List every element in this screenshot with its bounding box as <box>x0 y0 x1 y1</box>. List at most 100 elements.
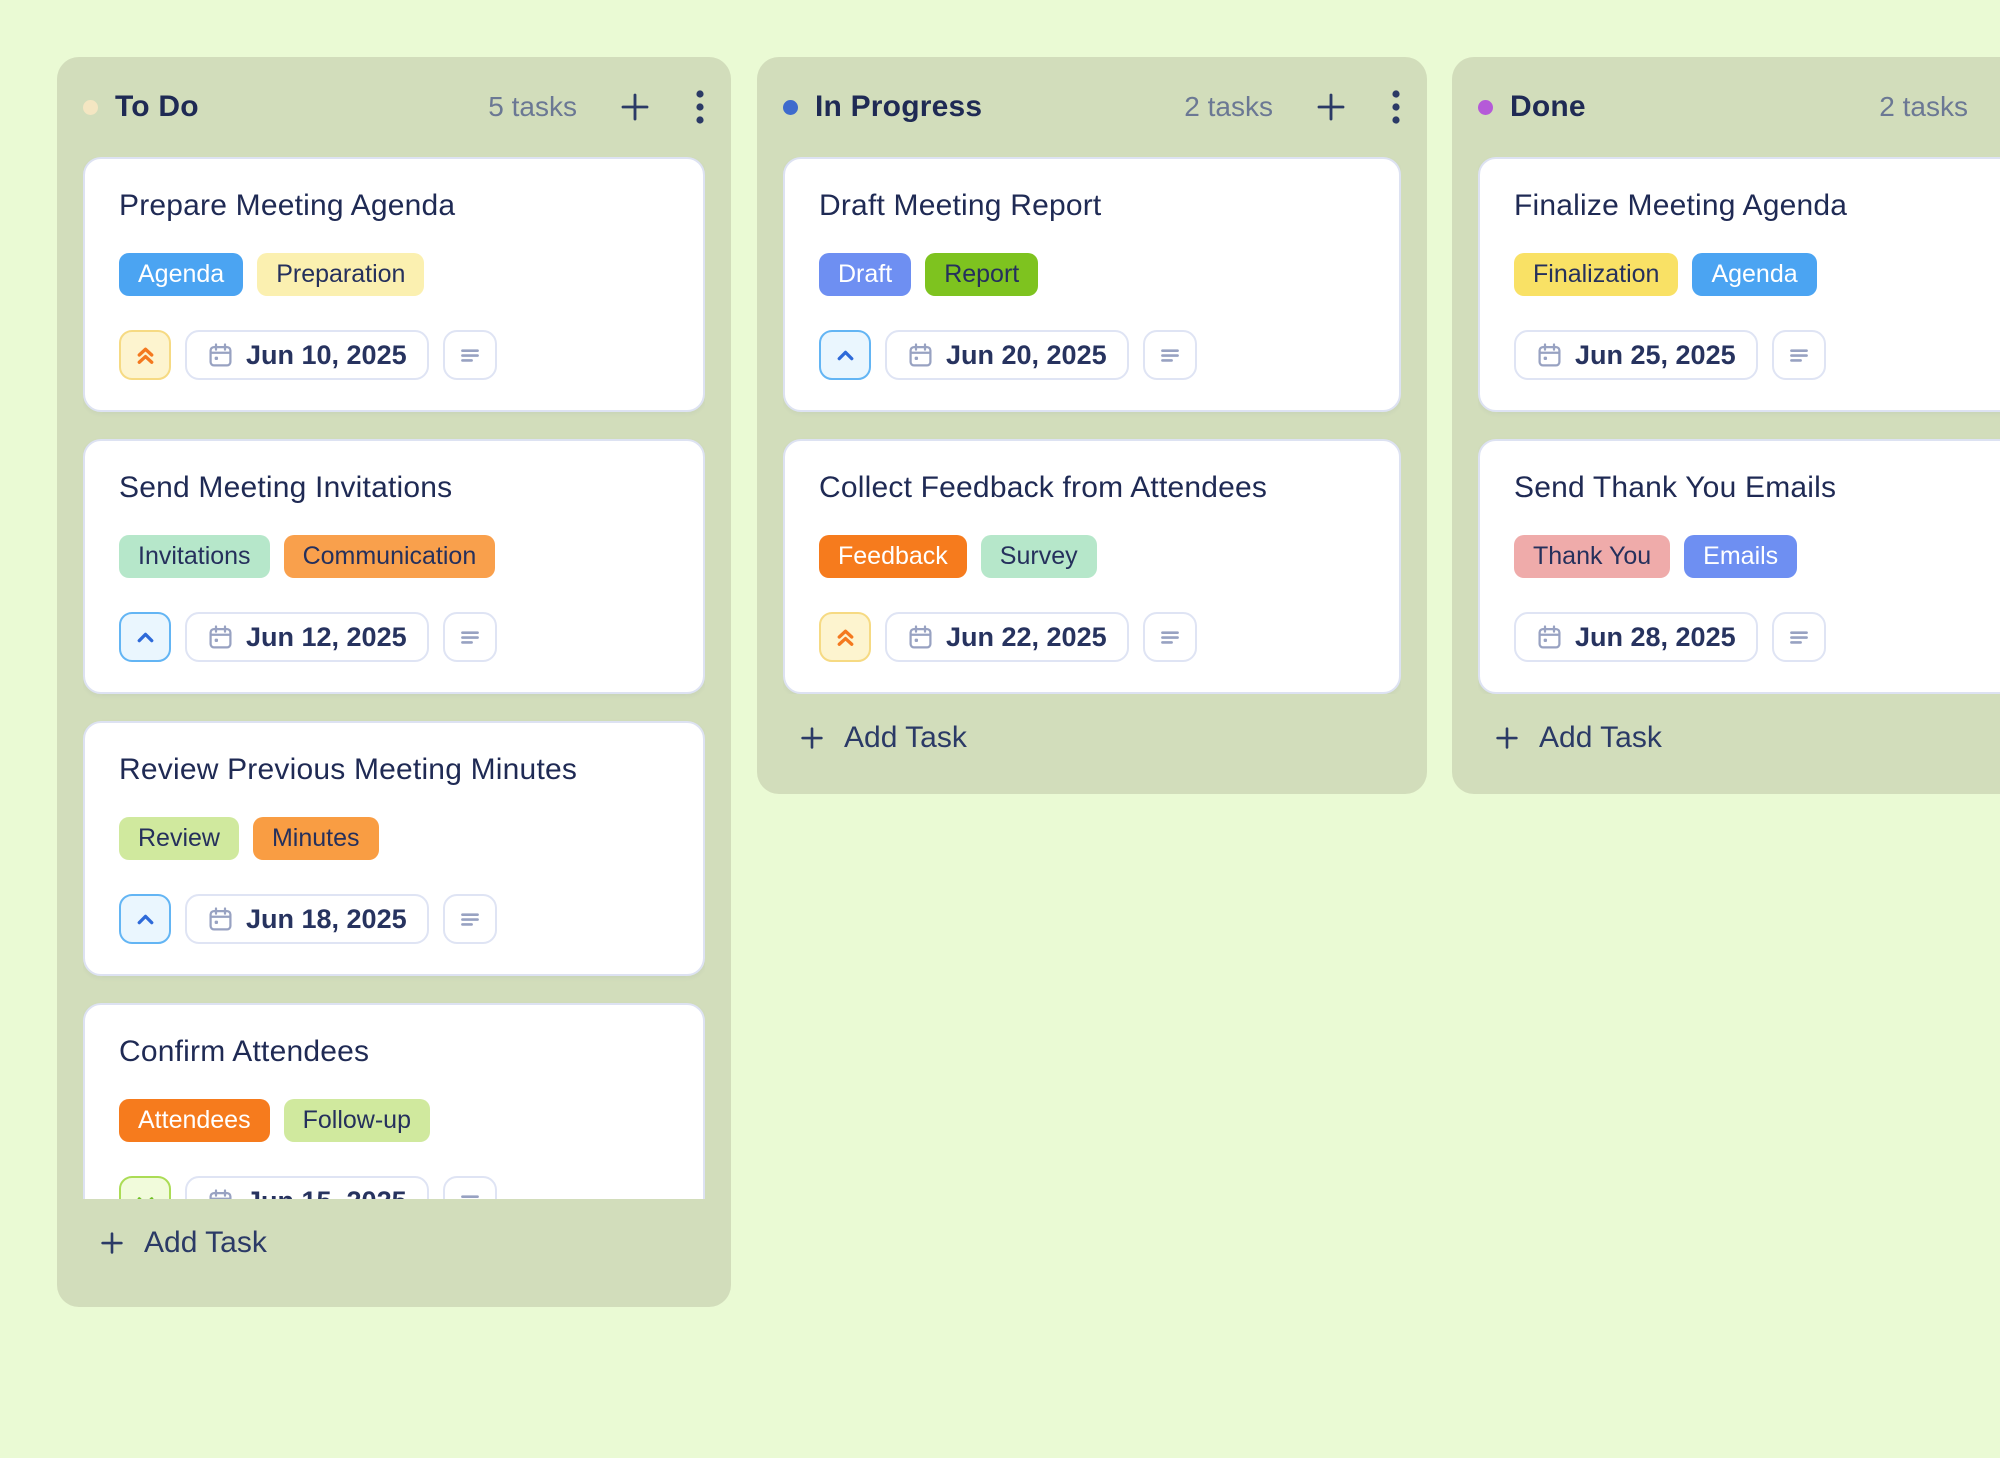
card-list: Draft Meeting Report Draft Report Jun 20… <box>783 157 1401 694</box>
task-count: 2 tasks <box>1184 91 1273 122</box>
priority-chip[interactable] <box>819 612 871 662</box>
task-card[interactable]: Review Previous Meeting Minutes Review M… <box>83 721 705 976</box>
task-card[interactable]: Prepare Meeting Agenda Agenda Preparatio… <box>83 157 705 412</box>
tag: Invitations <box>119 535 270 578</box>
due-date: Jun 22, 2025 <box>946 621 1107 652</box>
notes-icon <box>1789 349 1808 362</box>
due-date-chip[interactable]: Jun 20, 2025 <box>885 330 1129 380</box>
priority-chip[interactable] <box>119 330 171 380</box>
notes-button[interactable] <box>1771 330 1826 380</box>
task-card[interactable]: Confirm Attendees Attendees Follow-up Ju… <box>83 1003 705 1199</box>
task-title: Finalize Meeting Agenda <box>1514 189 1848 222</box>
task-title: Review Previous Meeting Minutes <box>119 753 578 786</box>
tag-list: Invitations Communication <box>119 535 669 578</box>
tag: Agenda <box>1692 253 1817 296</box>
tag-list: Attendees Follow-up <box>119 1099 669 1142</box>
task-card[interactable]: Send Meeting Invitations Invitations Com… <box>83 439 705 694</box>
notes-button[interactable] <box>442 330 497 380</box>
tag: Communication <box>283 535 496 578</box>
task-meta: Jun 22, 2025 <box>819 612 1365 662</box>
kebab-icon <box>696 90 704 124</box>
column-header: In Progress 2 tasks <box>783 57 1401 157</box>
due-date-chip[interactable]: Jun 18, 2025 <box>185 894 429 944</box>
plus-icon <box>1496 727 1518 749</box>
due-date-chip[interactable]: Jun 12, 2025 <box>185 612 429 662</box>
due-date-chip[interactable]: Jun 25, 2025 <box>1514 330 1758 380</box>
due-date-chip[interactable]: Jun 10, 2025 <box>185 330 429 380</box>
tag: Attendees <box>119 1099 270 1142</box>
calendar-icon <box>209 624 232 649</box>
task-title: Prepare Meeting Agenda <box>119 189 456 222</box>
column-add-button[interactable] <box>617 89 653 125</box>
tag: Minutes <box>252 817 379 860</box>
notes-icon <box>1160 349 1179 362</box>
notes-button[interactable] <box>442 612 497 662</box>
tag: Draft <box>819 253 912 296</box>
chevrons-up-icon <box>137 347 153 364</box>
due-date-chip[interactable]: Jun 28, 2025 <box>1514 612 1758 662</box>
notes-icon <box>460 631 479 644</box>
add-task-button[interactable]: Add Task <box>1478 720 2000 756</box>
column-menu-button[interactable] <box>1391 87 1401 127</box>
notes-button[interactable] <box>1771 612 1826 662</box>
task-count: 2 tasks <box>1879 91 1968 122</box>
calendar-icon <box>209 1188 232 1199</box>
column-header: To Do 5 tasks <box>83 57 705 157</box>
tag: Preparation <box>257 253 425 296</box>
task-card[interactable]: Send Thank You Emails Thank You Emails J… <box>1478 439 2000 694</box>
due-date: Jun 18, 2025 <box>246 903 407 934</box>
tag-list: Feedback Survey <box>819 535 1365 578</box>
plus-icon <box>621 93 649 121</box>
tag: Thank You <box>1514 535 1671 578</box>
calendar-icon <box>909 342 932 367</box>
add-task-button[interactable]: Add Task <box>783 720 1401 756</box>
tag-list: Draft Report <box>819 253 1365 296</box>
task-card[interactable]: Finalize Meeting Agenda Finalization Age… <box>1478 157 2000 412</box>
add-task-button[interactable]: Add Task <box>83 1225 705 1261</box>
column-menu-button[interactable] <box>695 87 705 127</box>
card-list: Prepare Meeting Agenda Agenda Preparatio… <box>83 157 705 1199</box>
notes-icon <box>460 913 479 926</box>
priority-chip[interactable] <box>119 1176 171 1199</box>
column-add-button[interactable] <box>1313 89 1349 125</box>
chevron-down-icon <box>137 1196 153 1199</box>
task-meta: Jun 15, 2025 <box>119 1176 669 1199</box>
priority-chip[interactable] <box>119 894 171 944</box>
notes-button[interactable] <box>442 1176 497 1199</box>
due-date: Jun 12, 2025 <box>246 621 407 652</box>
tag-list: Agenda Preparation <box>119 253 669 296</box>
notes-button[interactable] <box>1142 330 1197 380</box>
tag-list: Review Minutes <box>119 817 669 860</box>
calendar-icon <box>209 342 232 367</box>
tag: Survey <box>980 535 1097 578</box>
task-card[interactable]: Draft Meeting Report Draft Report Jun 20… <box>783 157 1401 412</box>
tag: Emails <box>1684 535 1798 578</box>
chevron-up-icon <box>837 350 853 360</box>
priority-chip[interactable] <box>819 330 871 380</box>
chevron-up-icon <box>137 632 153 642</box>
calendar-icon <box>1538 624 1561 649</box>
add-task-label: Add Task <box>844 721 967 754</box>
add-task-label: Add Task <box>1539 721 1662 754</box>
plus-icon <box>101 1232 123 1254</box>
chevron-up-icon <box>137 914 153 924</box>
priority-chip[interactable] <box>119 612 171 662</box>
plus-icon <box>1317 93 1345 121</box>
due-date-chip[interactable]: Jun 15, 2025 <box>185 1176 429 1199</box>
column-title: Done <box>1510 90 1586 123</box>
notes-button[interactable] <box>442 894 497 944</box>
tag-list: Finalization Agenda <box>1514 253 2000 296</box>
column-title: In Progress <box>815 90 983 123</box>
column-status-dot <box>783 99 798 115</box>
column-status-dot <box>83 99 98 115</box>
task-meta: Jun 25, 2025 <box>1514 330 2000 380</box>
task-card[interactable]: Collect Feedback from Attendees Feedback… <box>783 439 1401 694</box>
task-meta: Jun 28, 2025 <box>1514 612 2000 662</box>
calendar-icon <box>209 906 232 931</box>
chevrons-up-icon <box>837 629 853 646</box>
notes-button[interactable] <box>1142 612 1197 662</box>
due-date-chip[interactable]: Jun 22, 2025 <box>885 612 1129 662</box>
due-date: Jun 10, 2025 <box>246 339 407 370</box>
tag: Review <box>119 817 239 860</box>
calendar-icon <box>909 624 932 649</box>
